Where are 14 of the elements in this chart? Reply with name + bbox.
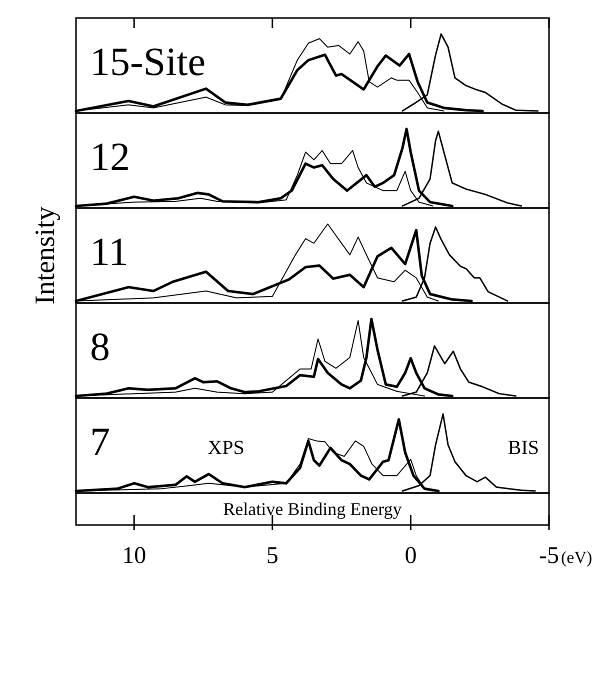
- x-axis-title: Relative Binding Energy: [223, 499, 402, 519]
- x-tick-label: -5: [539, 543, 559, 569]
- x-tick-label: 10: [122, 543, 146, 569]
- chart-title: 15-Site: [90, 39, 206, 84]
- x-tick-label: 5: [266, 543, 278, 569]
- annotation: XPS: [208, 437, 244, 459]
- x-tick-label: 0: [404, 543, 417, 569]
- y-axis-title: Intensity: [30, 206, 61, 304]
- text: (eV): [561, 548, 592, 567]
- chart-title: 11: [90, 229, 129, 274]
- annotation: BIS: [508, 437, 539, 459]
- chart-title: 12: [90, 134, 130, 179]
- chart-title: 8: [90, 324, 110, 369]
- chart-title: 7: [90, 419, 110, 464]
